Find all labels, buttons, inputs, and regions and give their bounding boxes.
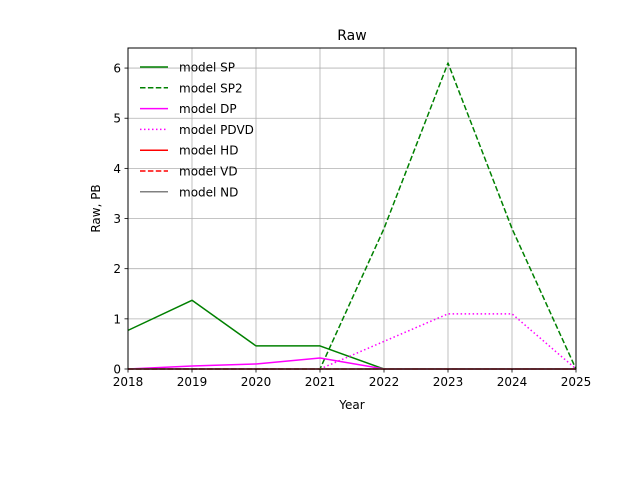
y-tick-label: 5 xyxy=(113,112,121,126)
legend-label-model-vd: model VD xyxy=(179,165,238,179)
y-tick-label: 2 xyxy=(113,262,121,276)
y-tick-label: 0 xyxy=(113,363,121,377)
x-tick-label: 2018 xyxy=(113,375,144,389)
plot-frame xyxy=(127,47,577,370)
y-tick-label: 4 xyxy=(113,162,121,176)
y-tick-label: 1 xyxy=(113,312,121,326)
legend: model SP model SP2 model DP model PDVD model… xyxy=(140,61,254,199)
legend-label-model-nd: model ND xyxy=(179,185,238,199)
legend-label-model-dp: model DP xyxy=(179,102,237,116)
legend-label-model-sp: model SP xyxy=(179,61,235,75)
series-line-model-pdvd xyxy=(128,313,577,370)
x-tick-label: 2021 xyxy=(305,375,336,389)
y-tick-label: 6 xyxy=(113,62,121,76)
x-axis-label: Year xyxy=(338,398,364,412)
chart-title: Raw xyxy=(337,28,366,44)
y-axis-label: Raw, PB xyxy=(89,184,103,232)
x-axis-ticks: 2018 2019 2020 2021 2022 2023 2024 2025 xyxy=(113,369,592,389)
legend-label-model-sp2: model SP2 xyxy=(179,81,243,95)
x-tick-label: 2020 xyxy=(241,375,272,389)
x-tick-label: 2022 xyxy=(369,375,400,389)
x-tick-label: 2023 xyxy=(433,375,464,389)
x-tick-label: 2025 xyxy=(561,375,592,389)
x-tick-label: 2019 xyxy=(177,375,208,389)
legend-label-model-hd: model HD xyxy=(179,144,238,158)
y-tick-label: 3 xyxy=(113,212,121,226)
y-axis-ticks: 0 1 2 3 4 5 6 xyxy=(113,62,128,377)
x-tick-label: 2024 xyxy=(497,375,528,389)
legend-label-model-pdvd: model PDVD xyxy=(179,123,254,137)
